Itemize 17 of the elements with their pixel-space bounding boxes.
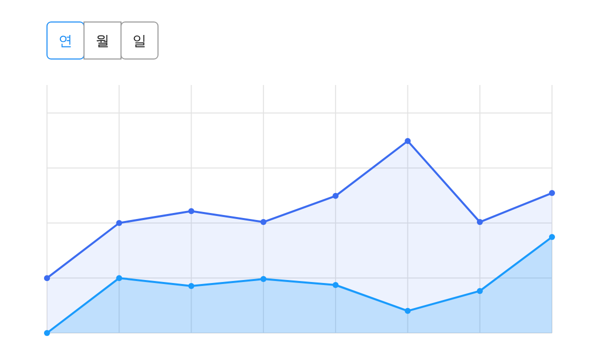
point: [116, 275, 122, 282]
point: [549, 234, 555, 240]
point: [260, 219, 266, 226]
segmented-control: 연 월 일: [46, 22, 158, 60]
point: [44, 330, 50, 336]
point: [44, 275, 50, 282]
point: [404, 138, 411, 144]
point: [332, 192, 339, 199]
point: [476, 219, 483, 226]
point: [188, 282, 194, 289]
point: [116, 220, 122, 226]
point: [260, 276, 266, 282]
point: [404, 308, 411, 314]
point: [188, 208, 194, 214]
point: [549, 190, 555, 196]
point: [332, 282, 339, 288]
point: [476, 288, 483, 294]
